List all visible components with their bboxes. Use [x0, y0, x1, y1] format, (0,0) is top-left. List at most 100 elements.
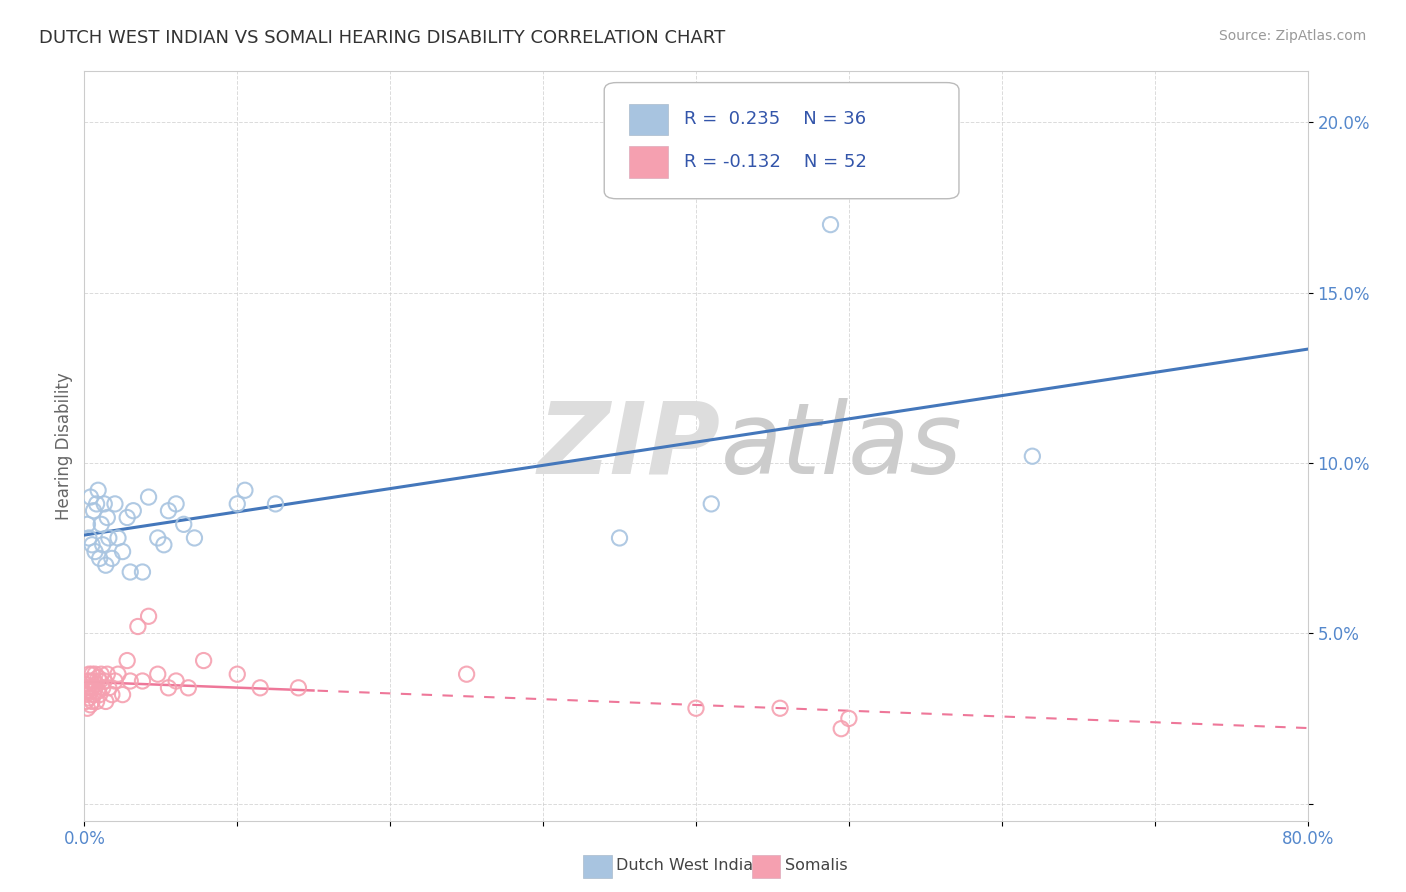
Point: [86, 694, 108, 708]
FancyBboxPatch shape: [628, 103, 668, 135]
Point: [685, 701, 707, 715]
Point: [157, 681, 180, 695]
Point: [91, 681, 114, 695]
Point: [75, 677, 97, 691]
Point: [75, 694, 97, 708]
Point: [820, 218, 842, 232]
Point: [111, 544, 134, 558]
Point: [93, 497, 115, 511]
Point: [76, 684, 98, 698]
Point: [80, 681, 103, 695]
Point: [94, 694, 117, 708]
Point: [87, 483, 110, 498]
Point: [120, 673, 142, 688]
Point: [193, 654, 215, 668]
Point: [87, 671, 110, 685]
Point: [83, 673, 105, 688]
Point: [165, 497, 187, 511]
Point: [96, 667, 118, 681]
Y-axis label: Hearing Disability: Hearing Disability: [55, 372, 73, 520]
Text: Somalis: Somalis: [785, 858, 848, 872]
Point: [96, 510, 118, 524]
Text: R = -0.132    N = 52: R = -0.132 N = 52: [683, 153, 866, 171]
Point: [77, 531, 100, 545]
Point: [84, 681, 107, 695]
Point: [77, 681, 100, 695]
Point: [79, 490, 101, 504]
Point: [173, 517, 195, 532]
Point: [122, 504, 145, 518]
Point: [177, 681, 200, 695]
Text: Source: ZipAtlas.com: Source: ZipAtlas.com: [1219, 29, 1367, 43]
Point: [769, 701, 792, 715]
Point: [138, 490, 160, 504]
Point: [79, 684, 101, 698]
Point: [75, 688, 97, 702]
Point: [77, 691, 100, 706]
Point: [101, 688, 124, 702]
Text: DUTCH WEST INDIAN VS SOMALI HEARING DISABILITY CORRELATION CHART: DUTCH WEST INDIAN VS SOMALI HEARING DISA…: [39, 29, 725, 46]
Point: [83, 688, 105, 702]
Point: [93, 673, 115, 688]
Point: [107, 531, 129, 545]
Text: R =  0.235    N = 36: R = 0.235 N = 36: [683, 111, 866, 128]
Point: [76, 517, 98, 532]
Point: [138, 609, 160, 624]
Point: [226, 667, 249, 681]
Point: [104, 673, 127, 688]
Point: [86, 497, 108, 511]
Point: [146, 667, 169, 681]
Point: [146, 531, 169, 545]
Point: [104, 497, 127, 511]
Point: [84, 667, 107, 681]
Text: atlas: atlas: [720, 398, 962, 494]
Point: [264, 497, 287, 511]
Point: [94, 558, 117, 573]
Point: [287, 681, 309, 695]
Point: [87, 684, 110, 698]
Point: [79, 673, 101, 688]
FancyBboxPatch shape: [628, 146, 668, 178]
Point: [80, 694, 103, 708]
Point: [830, 722, 852, 736]
Point: [609, 531, 631, 545]
Point: [131, 673, 153, 688]
Point: [165, 673, 187, 688]
Point: [79, 698, 101, 712]
Text: ZIP: ZIP: [537, 398, 720, 494]
Point: [101, 551, 124, 566]
Point: [183, 531, 205, 545]
Point: [700, 497, 723, 511]
Point: [77, 667, 100, 681]
Point: [115, 510, 138, 524]
Point: [120, 565, 142, 579]
Point: [131, 565, 153, 579]
Point: [90, 667, 112, 681]
Point: [89, 551, 111, 566]
Point: [91, 538, 114, 552]
Point: [233, 483, 256, 498]
Point: [89, 688, 111, 702]
Point: [83, 504, 105, 518]
Point: [76, 701, 98, 715]
Point: [111, 688, 134, 702]
Point: [76, 673, 98, 688]
Point: [97, 531, 120, 545]
Point: [838, 711, 860, 725]
Point: [89, 673, 111, 688]
Point: [86, 677, 108, 691]
Point: [1021, 449, 1043, 463]
Point: [80, 667, 103, 681]
Point: [107, 667, 129, 681]
Point: [153, 538, 176, 552]
Text: Dutch West Indians: Dutch West Indians: [616, 858, 772, 872]
Point: [80, 538, 103, 552]
Point: [115, 654, 138, 668]
Point: [90, 517, 112, 532]
Point: [157, 504, 180, 518]
FancyBboxPatch shape: [605, 83, 959, 199]
Point: [249, 681, 271, 695]
Point: [456, 667, 478, 681]
Point: [226, 497, 249, 511]
Point: [97, 681, 120, 695]
